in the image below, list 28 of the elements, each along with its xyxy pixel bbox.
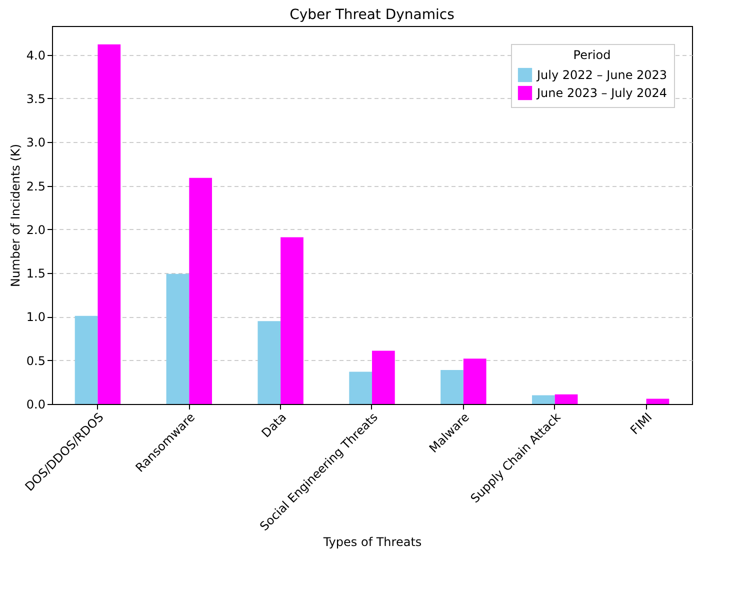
y-tick-label: 2.5 [26,179,46,194]
bar [280,237,304,404]
bar [166,274,190,404]
y-tick-label: 3.5 [26,92,46,106]
y-tick-label: 1.0 [26,310,46,324]
y-axis-title: Number of Incidents (K) [8,144,22,288]
chart-title: Cyber Threat Dynamics [290,7,454,23]
y-tick-label: 2.0 [26,222,46,237]
bar [554,394,578,404]
legend-label: June 2023 – July 2024 [536,86,668,100]
bar [349,372,372,404]
y-tick-label: 0.0 [26,398,46,412]
bar [463,358,486,404]
bar [646,398,670,404]
bar [189,178,212,404]
y-tick-label: 3.0 [26,136,46,150]
bar [440,370,464,404]
y-tick-label: 4.0 [26,48,46,62]
bar [98,44,121,404]
x-axis-title: Types of Threats [322,534,422,549]
bar [372,350,395,404]
bar [74,316,98,404]
y-tick-label: 0.5 [26,354,46,368]
legend-title: Period [573,48,611,62]
y-tick-label: 1.5 [26,266,46,281]
bar [258,321,281,404]
bar [532,395,555,404]
legend-label: July 2022 – June 2023 [536,68,668,82]
